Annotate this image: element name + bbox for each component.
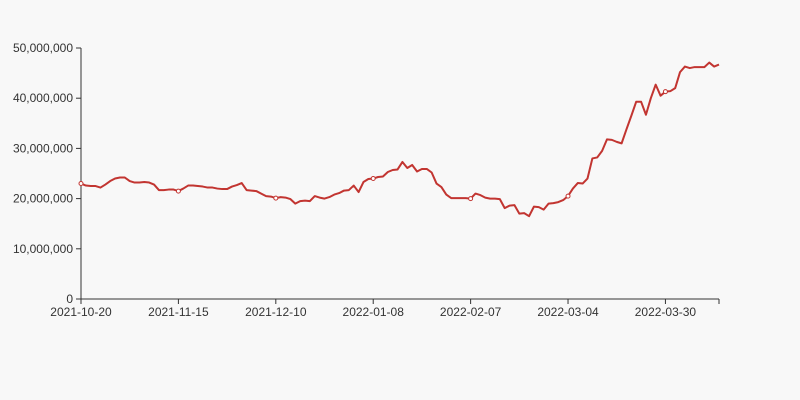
data-point[interactable] [662,89,668,95]
x-tick-label: 2022-03-30 [635,305,697,319]
x-tick-label: 2022-03-04 [537,305,599,319]
y-tick-label: 50,000,000 [13,41,73,55]
y-tick-label: 10,000,000 [13,242,73,256]
data-point[interactable] [468,196,474,202]
series-line [80,61,720,218]
x-tick-label: 2021-12-10 [245,305,307,319]
plot-area [78,61,720,218]
x-tick-label: 2022-01-08 [343,305,405,319]
data-point[interactable] [78,181,84,187]
y-tick-label: 0 [66,292,73,306]
data-point[interactable] [175,188,181,194]
y-tick-label: 30,000,000 [13,141,73,155]
y-tick-label: 40,000,000 [13,91,73,105]
x-axis: 2021-10-20 2021-11-15 2021-12-10 2022-01-08… [50,298,720,319]
data-point[interactable] [370,176,376,182]
x-tick-label: 2022-02-07 [440,305,502,319]
y-axis: 0 10,000,000 20,000,000 30,000,000 40,000,00… [13,41,82,306]
data-point[interactable] [273,195,279,201]
data-point[interactable] [565,193,571,199]
x-tick-label: 2021-11-15 [148,305,209,319]
y-tick-label: 20,000,000 [13,192,73,206]
x-tick-label: 2021-10-20 [50,305,112,319]
